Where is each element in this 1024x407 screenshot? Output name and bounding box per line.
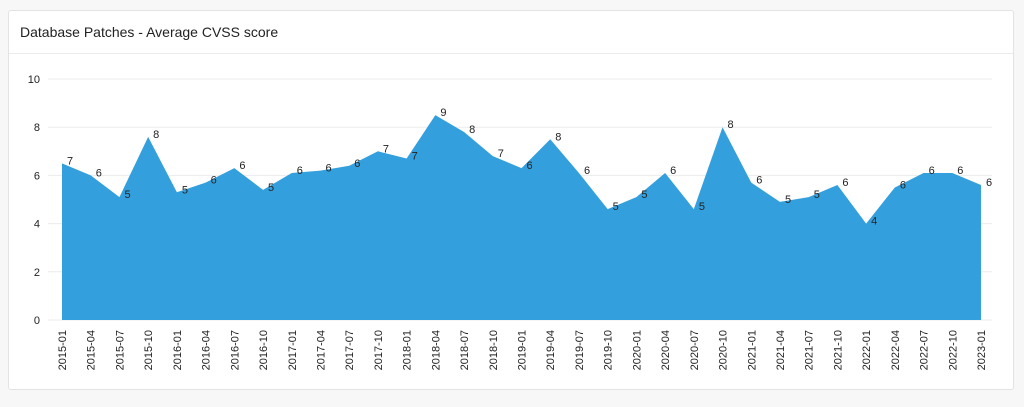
y-tick-label: 0 bbox=[34, 315, 40, 327]
x-tick-label: 2017-01 bbox=[287, 330, 299, 370]
value-label: 6 bbox=[756, 175, 762, 187]
value-label: 6 bbox=[900, 179, 906, 191]
x-tick-label: 2022-07 bbox=[919, 330, 931, 370]
y-tick-label: 8 bbox=[34, 122, 40, 134]
value-label: 6 bbox=[325, 163, 331, 175]
value-label: 6 bbox=[929, 165, 935, 177]
x-tick-label: 2017-10 bbox=[373, 330, 385, 370]
value-label: 6 bbox=[239, 160, 245, 172]
x-tick-label: 2018-07 bbox=[459, 330, 471, 370]
chart-title: Database Patches - Average CVSS score bbox=[9, 11, 1013, 54]
value-label: 6 bbox=[986, 177, 992, 189]
x-tick-label: 2016-04 bbox=[201, 330, 213, 370]
x-tick-label: 2019-10 bbox=[603, 330, 615, 370]
x-tick-label: 2015-04 bbox=[86, 330, 98, 370]
x-tick-label: 2015-07 bbox=[114, 330, 126, 370]
value-label: 6 bbox=[297, 165, 303, 177]
value-label: 7 bbox=[498, 148, 504, 160]
x-tick-label: 2023-01 bbox=[976, 330, 988, 370]
value-label: 6 bbox=[670, 165, 676, 177]
x-tick-label: 2018-01 bbox=[402, 330, 414, 370]
value-label: 6 bbox=[527, 160, 533, 172]
value-label: 4 bbox=[871, 216, 877, 228]
value-label: 6 bbox=[957, 165, 963, 177]
value-label: 5 bbox=[814, 189, 820, 201]
x-tick-label: 2015-01 bbox=[57, 330, 69, 370]
value-label: 6 bbox=[96, 167, 102, 179]
x-tick-label: 2016-07 bbox=[229, 330, 241, 370]
x-tick-label: 2021-10 bbox=[832, 330, 844, 370]
y-tick-label: 4 bbox=[34, 219, 40, 231]
x-tick-label: 2019-01 bbox=[517, 330, 529, 370]
x-tick-label: 2022-10 bbox=[947, 330, 959, 370]
value-label: 7 bbox=[67, 155, 73, 167]
value-label: 6 bbox=[211, 175, 217, 187]
area bbox=[62, 115, 981, 321]
value-label: 8 bbox=[555, 131, 561, 143]
value-label: 8 bbox=[728, 119, 734, 131]
value-label: 9 bbox=[440, 107, 446, 119]
x-tick-label: 2020-04 bbox=[660, 330, 672, 370]
x-tick-label: 2021-07 bbox=[804, 330, 816, 370]
x-tick-label: 2016-01 bbox=[172, 330, 184, 370]
value-label: 6 bbox=[842, 177, 848, 189]
x-tick-label: 2018-10 bbox=[488, 330, 500, 370]
x-tick-label: 2021-01 bbox=[746, 330, 758, 370]
x-tick-label: 2019-07 bbox=[574, 330, 586, 370]
value-label: 8 bbox=[469, 124, 475, 136]
value-label: 7 bbox=[383, 143, 389, 155]
x-tick-label: 2016-10 bbox=[258, 330, 270, 370]
x-tick-label: 2018-04 bbox=[430, 330, 442, 370]
value-label: 5 bbox=[182, 184, 188, 196]
x-tick-label: 2019-04 bbox=[545, 330, 557, 370]
x-tick-label: 2020-01 bbox=[631, 330, 643, 370]
value-label: 5 bbox=[613, 201, 619, 213]
value-label: 7 bbox=[412, 151, 418, 163]
value-label: 5 bbox=[785, 194, 791, 206]
value-label: 5 bbox=[268, 182, 274, 194]
x-tick-label: 2017-07 bbox=[344, 330, 356, 370]
x-tick-label: 2022-01 bbox=[861, 330, 873, 370]
y-tick-label: 2 bbox=[34, 267, 40, 279]
y-tick-label: 6 bbox=[34, 170, 40, 182]
x-tick-label: 2020-07 bbox=[689, 330, 701, 370]
y-tick-label: 10 bbox=[28, 74, 40, 86]
value-label: 6 bbox=[584, 165, 590, 177]
x-tick-label: 2015-10 bbox=[143, 330, 155, 370]
value-label: 5 bbox=[699, 201, 705, 213]
x-tick-label: 2022-04 bbox=[890, 330, 902, 370]
x-tick-label: 2021-04 bbox=[775, 330, 787, 370]
value-label: 5 bbox=[124, 189, 130, 201]
value-label: 6 bbox=[354, 158, 360, 170]
value-label: 5 bbox=[641, 189, 647, 201]
x-tick-label: 2020-10 bbox=[718, 330, 730, 370]
value-label: 8 bbox=[153, 129, 159, 141]
x-tick-label: 2017-04 bbox=[315, 330, 327, 370]
